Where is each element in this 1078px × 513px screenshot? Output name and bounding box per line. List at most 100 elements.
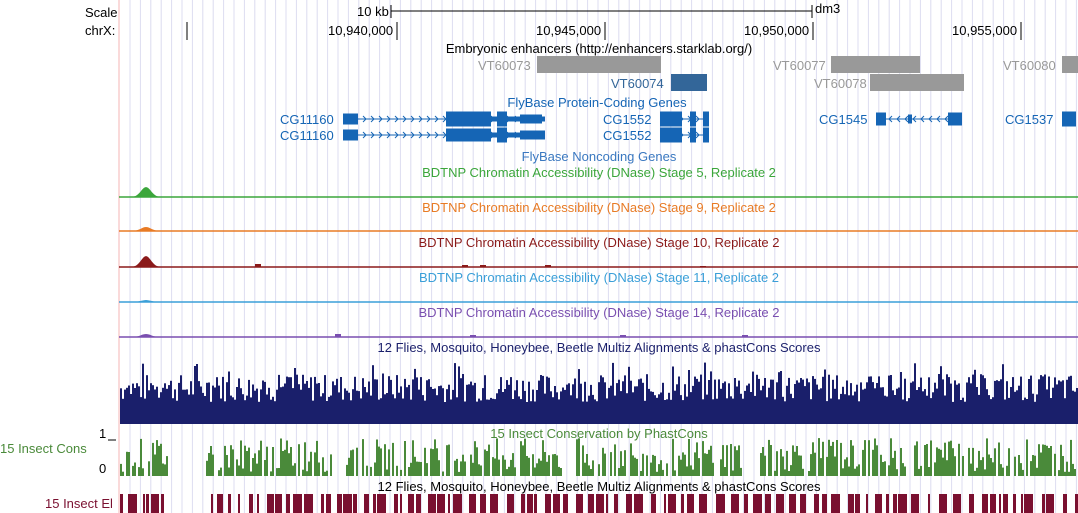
multiz-bar: [216, 377, 218, 424]
multiz-bar: [838, 399, 840, 424]
conserved-element: [822, 494, 827, 513]
multiz-bar: [314, 376, 316, 424]
gene-cg11160-1-strand-arrow: [426, 131, 431, 139]
multiz-bar: [232, 397, 234, 424]
conserved-element: [753, 494, 762, 513]
multiz-bar: [428, 379, 430, 424]
multiz-bar: [312, 400, 314, 424]
protein-genes-track-title[interactable]: FlyBase Protein-Coding Genes: [507, 95, 687, 110]
enhancer-vt60077[interactable]: [831, 56, 920, 73]
phastcons-bar: [602, 447, 604, 476]
multiz-bar: [354, 376, 356, 424]
multiz-bar: [244, 400, 246, 424]
multiz-bar: [798, 382, 800, 424]
phastcons-bar: [508, 466, 510, 476]
dnase-minor-peak: [545, 265, 551, 267]
multiz-bar: [212, 385, 214, 424]
phastcons-bar: [652, 454, 654, 476]
phastcons-bar: [272, 447, 274, 476]
multiz-bar: [836, 375, 838, 424]
multiz-bar: [650, 391, 652, 424]
gene-label-cg1545[interactable]: CG1545: [819, 112, 868, 127]
multiz-bar: [556, 392, 558, 424]
multiz-bar: [176, 400, 178, 424]
phastcons-bar: [930, 440, 932, 476]
conserved-element: [128, 494, 137, 513]
phastcons-bar: [152, 442, 154, 476]
phastcons-bar: [1058, 470, 1060, 476]
phastcons-bar: [1026, 439, 1028, 476]
multiz-bar: [604, 382, 606, 424]
enhancer-label-vt60078[interactable]: VT60078: [814, 76, 867, 91]
multiz-bar: [1054, 377, 1056, 424]
conserved-element: [1063, 494, 1067, 513]
multiz-bar: [414, 368, 416, 424]
enhancer-label-vt60077[interactable]: VT60077: [773, 58, 826, 73]
gene-label-cg1537[interactable]: CG1537: [1005, 112, 1054, 127]
enhancer-vt60074[interactable]: [671, 74, 707, 91]
phastcons-bar: [902, 463, 904, 476]
gene-label-cg1552[interactable]: CG1552: [603, 112, 652, 127]
phastcons-bar: [288, 453, 290, 476]
multiz-bar: [992, 397, 994, 424]
multiz-bar: [670, 399, 672, 424]
elements-track-title[interactable]: 12 Flies, Mosquito, Honeybee, Beetle Mul…: [377, 479, 821, 494]
multiz-bar: [542, 375, 544, 424]
multiz-bar: [224, 401, 226, 424]
enhancer-label-vt60073[interactable]: VT60073: [478, 58, 531, 73]
phastcons-bar: [736, 450, 738, 476]
multiz-bar: [660, 392, 662, 424]
phastcons-bar: [154, 454, 156, 476]
phastcons-bar: [986, 438, 988, 476]
phastcons-bar: [854, 468, 856, 476]
cons-left-label[interactable]: 15 Insect Cons: [0, 441, 87, 456]
multiz-bar: [896, 388, 898, 424]
enhancer-label-vt60080[interactable]: VT60080: [1003, 58, 1056, 73]
multiz-bar: [902, 399, 904, 424]
phastcons-bar: [846, 457, 848, 476]
multiz-bar: [384, 394, 386, 424]
elements-left-label[interactable]: 15 Insect El: [45, 496, 113, 511]
multiz-bar: [714, 379, 716, 424]
multiz-bar: [952, 401, 954, 424]
multiz-bar: [968, 377, 970, 424]
scale-bar-text: 10 kb: [357, 4, 389, 19]
multiz-bar: [804, 386, 806, 424]
multiz-bar: [940, 366, 942, 424]
multiz-bar: [594, 399, 596, 424]
phastcons-wiggle: [120, 438, 1076, 476]
enhancer-vt60073[interactable]: [537, 56, 661, 73]
multiz-bar: [370, 395, 372, 424]
multiz-bar: [886, 396, 888, 424]
phastcons-bar: [322, 457, 324, 476]
cons-ymin-label: 0: [99, 461, 107, 476]
phastcons-bar: [694, 452, 696, 476]
multiz-bar: [816, 384, 818, 424]
gene-label-cg11160[interactable]: CG11160: [280, 128, 334, 143]
enhancer-label-vt60074[interactable]: VT60074: [611, 76, 664, 91]
multiz-bar: [850, 383, 852, 424]
multiz-bar: [772, 379, 774, 424]
enhancer-vt60080[interactable]: [1062, 56, 1078, 73]
dnase-stage11-title[interactable]: BDTNP Chromatin Accessibility (DNase) St…: [418, 270, 780, 285]
enhancer-vt60078[interactable]: [870, 74, 964, 91]
dnase-stage10-title[interactable]: BDTNP Chromatin Accessibility (DNase) St…: [418, 235, 780, 250]
multiz-bar: [272, 396, 274, 424]
multiz-bar: [258, 401, 260, 424]
dnase-stage14-title[interactable]: BDTNP Chromatin Accessibility (DNase) St…: [418, 305, 780, 320]
gene-label-cg11160[interactable]: CG11160: [280, 112, 334, 127]
multiz-bar: [680, 395, 682, 424]
enhancers-track-title[interactable]: Embryonic enhancers (http://enhancers.st…: [445, 41, 753, 56]
multiz-track-title[interactable]: 12 Flies, Mosquito, Honeybee, Beetle Mul…: [377, 340, 821, 355]
multiz-bar: [578, 369, 580, 424]
multiz-bar: [548, 377, 550, 424]
multiz-bar: [686, 396, 688, 424]
noncoding-track-title[interactable]: FlyBase Noncoding Genes: [521, 149, 677, 164]
phastcons-bar: [386, 469, 388, 476]
gene-label-cg1552[interactable]: CG1552: [603, 128, 652, 143]
cons-track-title[interactable]: 15 Insect Conservation by PhastCons: [490, 426, 708, 441]
dnase-stage5-title[interactable]: BDTNP Chromatin Accessibility (DNase) St…: [422, 165, 776, 180]
dnase-stage9-title[interactable]: BDTNP Chromatin Accessibility (DNase) St…: [422, 200, 776, 215]
